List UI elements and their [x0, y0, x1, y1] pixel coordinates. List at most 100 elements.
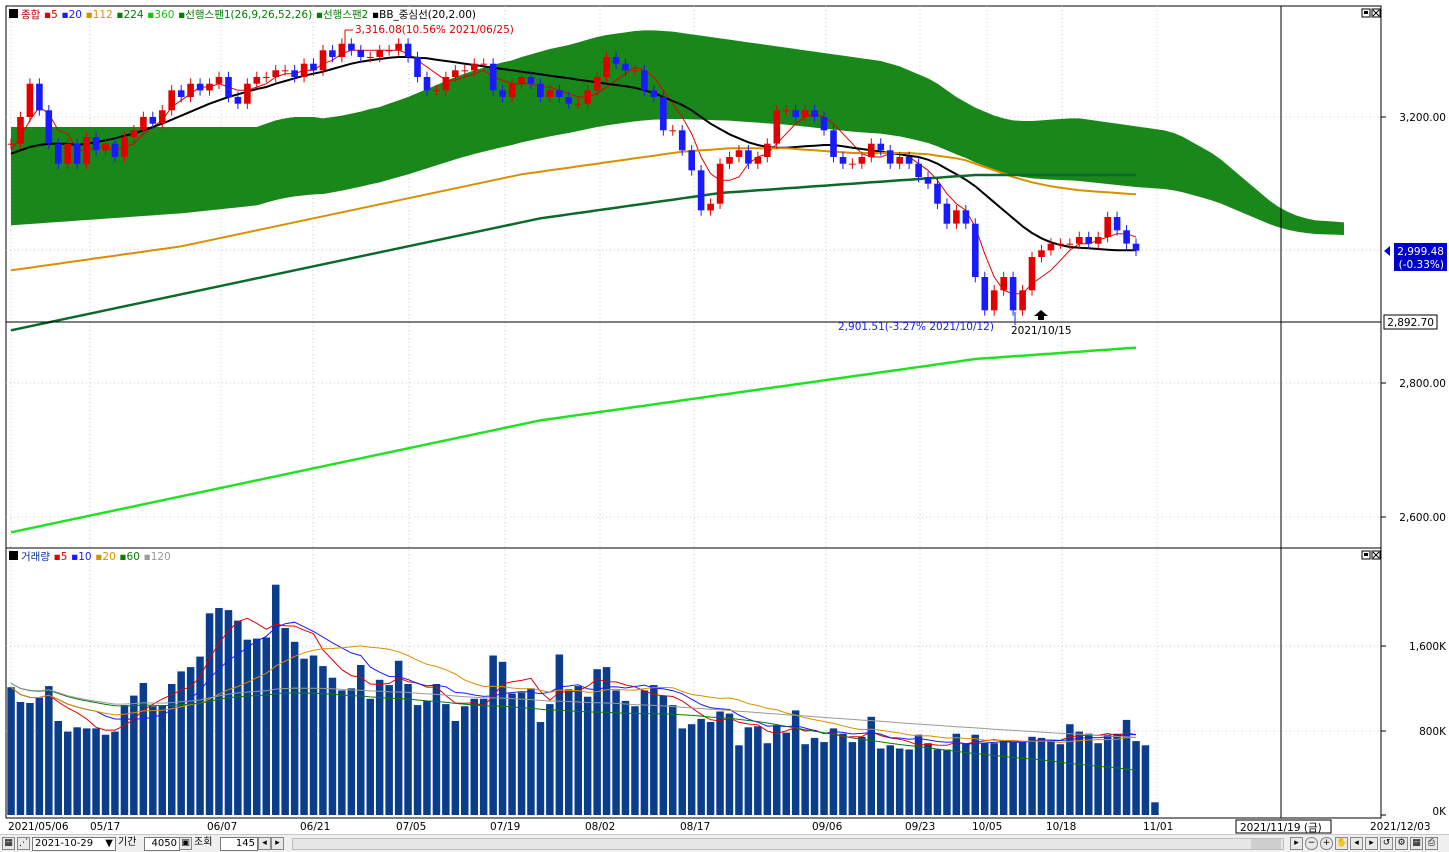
volume-bar	[593, 669, 601, 815]
volume-bar	[858, 736, 866, 815]
candle-body	[310, 63, 317, 71]
zoom-in-icon[interactable]: +	[1320, 837, 1333, 850]
candle-body	[1000, 277, 1007, 291]
candle-body	[423, 77, 431, 91]
settings-icon[interactable]: ⚙	[1395, 837, 1408, 850]
volume-bar	[168, 684, 176, 815]
volume-bar	[1075, 731, 1083, 815]
candle-body	[735, 150, 743, 157]
svg-text:종합 ▪5 ▪20 ▪112 ▪224 ▪360 ▪선행스팬: 종합 ▪5 ▪20 ▪112 ▪224 ▪360 ▪선행스팬1(26,9,26,…	[21, 9, 476, 21]
date-label: 09/06	[812, 821, 843, 833]
volume-bar	[347, 688, 356, 816]
volume-bar	[196, 656, 204, 815]
volume-bar	[744, 727, 753, 815]
candle-body	[357, 50, 365, 57]
pan-left-icon[interactable]: ◂	[1350, 837, 1363, 850]
candle-body	[1085, 237, 1092, 244]
date-label: 2021/12/03	[1370, 821, 1431, 833]
candle-body	[631, 70, 639, 72]
candle-body	[111, 143, 119, 157]
volume-bar	[186, 667, 195, 815]
price-tick: 3,200.00	[1381, 112, 1446, 124]
ma-line-20	[10, 56, 1136, 252]
candle-body	[518, 77, 525, 84]
candle-body	[868, 143, 875, 157]
date-select[interactable]: 2021-10-29 ▼	[32, 837, 116, 851]
reset-icon[interactable]: ↺	[1380, 837, 1393, 850]
legend-toggle-icon[interactable]	[9, 9, 18, 18]
volume-bar	[423, 700, 431, 815]
volume-bar	[498, 661, 507, 815]
candle-body	[26, 83, 34, 117]
candle-body	[934, 183, 941, 204]
scroll-thumb[interactable]	[1251, 839, 1281, 849]
scroll-right-icon[interactable]: ▸	[1290, 837, 1303, 850]
ma-line-224	[10, 173, 1136, 332]
calendar-icon[interactable]: ▦	[2, 837, 15, 850]
ma-line-360	[10, 346, 1137, 534]
crosshair-price-badge: 2,892.70	[1383, 314, 1438, 330]
legend-toggle-icon[interactable]	[9, 551, 18, 560]
legend-item: 거래량	[21, 551, 50, 563]
candle-body	[1057, 243, 1064, 245]
step-back-icon[interactable]: ◂	[258, 837, 271, 850]
candle-body	[36, 83, 43, 111]
date-mark-label: 2021/10/15	[1011, 325, 1072, 337]
date-label: 05/17	[90, 821, 120, 833]
volume-bar	[952, 733, 961, 815]
stock-chart[interactable]: 3,316.08(10.56% 2021/06/25) 2,901.51(-3.…	[0, 0, 1449, 834]
current-price: 2,999.48	[1397, 246, 1444, 258]
volume-bar	[224, 610, 233, 815]
volume-bar	[990, 743, 998, 815]
lookup-input[interactable]: 145	[220, 837, 258, 851]
date-label: 07/05	[396, 821, 426, 833]
candle-body	[1066, 243, 1074, 245]
date-label: 10/18	[1046, 821, 1076, 833]
legend-item: 5	[51, 9, 58, 21]
candle-body	[612, 57, 620, 64]
grid-icon[interactable]: ▦	[1410, 837, 1423, 850]
legend-marker: ▪	[82, 9, 93, 21]
pan-right-icon[interactable]: ▸	[1365, 837, 1378, 850]
candle-body	[244, 83, 251, 104]
date-label: 08/02	[585, 821, 615, 833]
volume-bar	[905, 749, 913, 815]
volume-bar	[999, 741, 1008, 815]
chart-type-icon[interactable]: ⋰	[17, 837, 30, 850]
lookup-icon[interactable]: ▣	[179, 837, 192, 850]
candle-body	[149, 117, 157, 124]
period-input[interactable]: 4050	[144, 837, 180, 851]
horizontal-scrollbar[interactable]	[292, 838, 1284, 850]
legend-marker: ▪	[116, 551, 127, 563]
candle-body	[849, 163, 856, 165]
legend-item: 선행스팬2	[323, 9, 368, 21]
candle-body	[1076, 237, 1083, 244]
volume-bar	[735, 745, 743, 815]
candle-body	[281, 70, 289, 72]
candle-body	[1104, 217, 1111, 237]
dropdown-arrow-icon: ▼	[105, 838, 113, 849]
volume-bar	[971, 734, 979, 815]
candle-body	[527, 77, 535, 84]
legend-marker: ▪	[312, 9, 323, 21]
candle-body	[1113, 217, 1121, 231]
volume-tick: 0K	[1381, 806, 1447, 818]
candle-body	[886, 150, 894, 164]
volume-bar	[631, 706, 639, 815]
price-panel-controls[interactable]	[1361, 8, 1381, 18]
print-icon[interactable]: ⎙	[1425, 837, 1438, 850]
volume-bar	[517, 692, 526, 815]
volume-bar	[205, 613, 214, 815]
candle-body	[792, 110, 799, 117]
candle-body	[272, 70, 279, 77]
volume-bars	[7, 584, 1159, 816]
volume-bar	[763, 743, 772, 815]
volume-ma-120	[10, 682, 1137, 738]
hand-icon[interactable]: ✋	[1335, 837, 1348, 850]
step-forward-icon[interactable]: ▸	[271, 837, 284, 850]
volume-panel-controls[interactable]	[1361, 550, 1381, 560]
volume-legend: 거래량 ▪5 ▪10 ▪20 ▪60 ▪120	[9, 551, 171, 563]
zoom-out-icon[interactable]: −	[1305, 837, 1318, 850]
date-label: 06/07	[207, 821, 237, 833]
candlesticks	[7, 38, 1140, 316]
